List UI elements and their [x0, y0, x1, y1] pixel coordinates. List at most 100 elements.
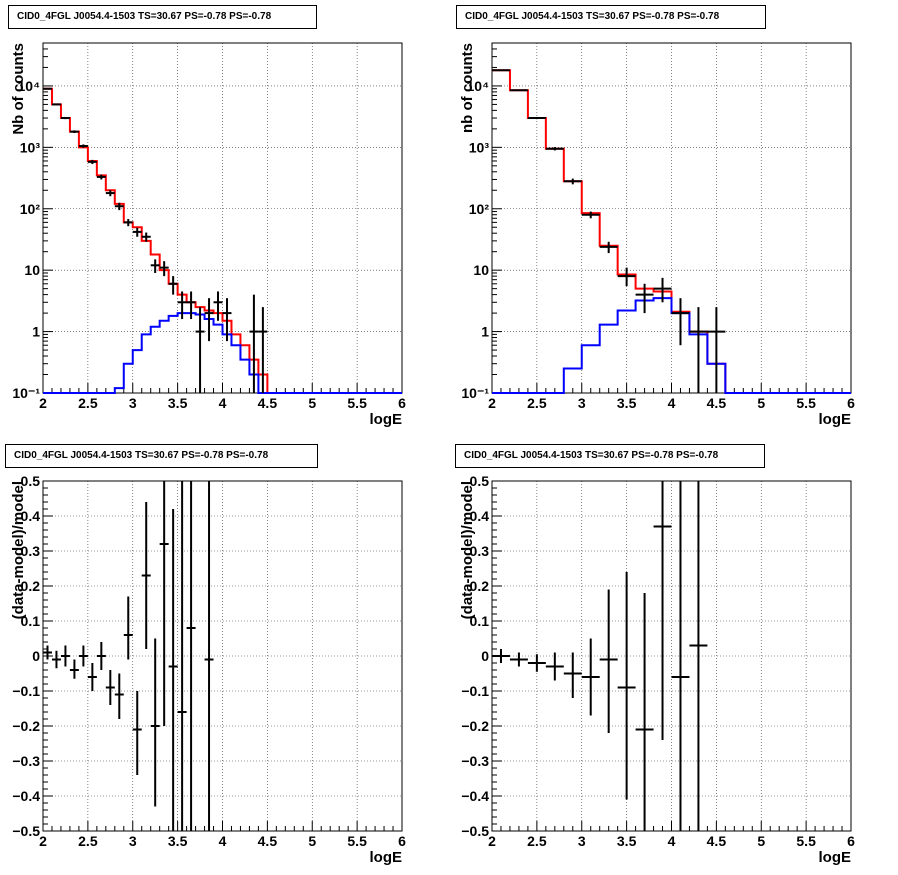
ticks [491, 480, 852, 832]
y-tick-label: 1 [32, 324, 40, 340]
y-tick-label: 0.1 [21, 613, 41, 629]
plot-panel-1: 2 2.5 3 3.5 4 4.5 5 5.5 6 10⁻¹ 1 10 10² 10³ 10⁴ logE nb … [459, 42, 855, 428]
x-tick-label: 5.5 [796, 395, 816, 411]
data-point [671, 298, 690, 346]
x-tick-label: 3.5 [617, 395, 637, 411]
data-point [69, 659, 79, 679]
y-tick-label: 0.3 [470, 543, 490, 559]
y-tick-label: −0.5 [12, 823, 40, 839]
data-point [617, 572, 636, 800]
total-model-line [43, 87, 402, 394]
x-tick-label: 4.5 [258, 395, 278, 411]
data-points [43, 481, 214, 831]
data-point [177, 291, 187, 320]
y-tick-label: 10³ [469, 139, 490, 155]
x-tick-label: 5 [308, 395, 316, 411]
y-tick-label: 10⁻¹ [461, 385, 489, 401]
grid [43, 481, 402, 831]
data-point [258, 307, 268, 393]
data-point [177, 481, 187, 831]
x-tick-label: 6 [398, 833, 406, 849]
y-axis-title: nb of counts [459, 43, 476, 133]
data-point [132, 691, 142, 775]
x-tick-label: 4 [219, 833, 227, 849]
plot-panel-0: 2 2.5 3 3.5 4 4.5 5 5.5 6 10⁻¹ 1 10 10² 10³ 10⁴ logE Nb … [10, 42, 406, 428]
y-tick-label: 10² [20, 201, 41, 217]
x-tick-label: 3.5 [168, 395, 188, 411]
data-point [105, 190, 115, 197]
data-point [527, 654, 546, 672]
y-tick-label: 10⁴ [18, 78, 41, 94]
data-point [96, 642, 106, 670]
x-tick-label: 4 [668, 833, 676, 849]
data-point [114, 202, 124, 211]
data-point [150, 638, 160, 807]
data-point [159, 481, 169, 726]
y-tick-label: −0.1 [12, 683, 40, 699]
x-tick-label: 2 [39, 833, 47, 849]
data-point [492, 69, 510, 72]
x-axis-title: logE [370, 411, 403, 428]
data-point [204, 298, 214, 342]
data-point [168, 509, 178, 831]
data-point [186, 481, 196, 831]
x-tick-label: 4 [219, 395, 227, 411]
data-point [60, 116, 70, 120]
y-tick-label: 10³ [20, 139, 41, 155]
y-tick-label: 10⁻¹ [12, 385, 40, 401]
grid [492, 43, 851, 393]
x-tick-label: 2 [488, 833, 496, 849]
y-tick-label: 10⁴ [467, 78, 490, 94]
grid [492, 481, 851, 831]
x-tick-label: 2.5 [78, 395, 98, 411]
data-point [653, 277, 672, 303]
data-point [581, 211, 600, 219]
data-point [123, 219, 133, 227]
x-tick-label: 2.5 [527, 833, 547, 849]
x-tick-label: 5 [757, 395, 765, 411]
y-tick-label: 0.5 [470, 473, 490, 489]
x-tick-label: 3 [129, 833, 137, 849]
data-point [222, 298, 232, 342]
plot-title-bottom-right: CID0_4FGL J0054.4-1503 TS=30.67 PS=-0.78… [455, 444, 765, 468]
y-tick-label: −0.5 [461, 823, 489, 839]
data-point [168, 276, 178, 295]
data-point [150, 259, 160, 273]
data-point [78, 645, 88, 667]
data-point [635, 593, 654, 831]
x-tick-label: 2 [488, 395, 496, 411]
y-tick-label: 10 [473, 262, 489, 278]
y-axis-title: (data-model)/model [459, 481, 476, 619]
y-tick-label: 0.5 [21, 473, 41, 489]
data-point [653, 481, 672, 740]
x-tick-label: 2 [39, 395, 47, 411]
data-point [51, 650, 61, 669]
data-point [617, 267, 636, 287]
data-point [43, 645, 52, 660]
x-tick-label: 5 [757, 833, 765, 849]
y-tick-label: 10² [469, 201, 490, 217]
y-tick-label: −0.3 [461, 753, 489, 769]
data-point [492, 649, 510, 663]
data-point [563, 652, 582, 698]
y-tick-label: −0.2 [461, 718, 489, 734]
data-point [114, 673, 124, 719]
data-point [204, 481, 214, 831]
y-tick-label: 0.3 [21, 543, 41, 559]
data-point [635, 283, 654, 314]
grid [43, 43, 402, 393]
data-points [492, 481, 708, 831]
data-point [581, 638, 600, 716]
data-point [545, 147, 564, 151]
data-point [60, 645, 70, 667]
y-tick-label: 1 [481, 324, 489, 340]
data-point [599, 241, 618, 254]
data-point [141, 232, 151, 242]
data-point [509, 652, 528, 667]
x-tick-label: 5.5 [796, 833, 816, 849]
data-point [87, 159, 97, 165]
y-tick-label: −0.1 [461, 683, 489, 699]
x-tick-label: 3.5 [168, 833, 188, 849]
x-axis-title: logE [370, 849, 403, 866]
